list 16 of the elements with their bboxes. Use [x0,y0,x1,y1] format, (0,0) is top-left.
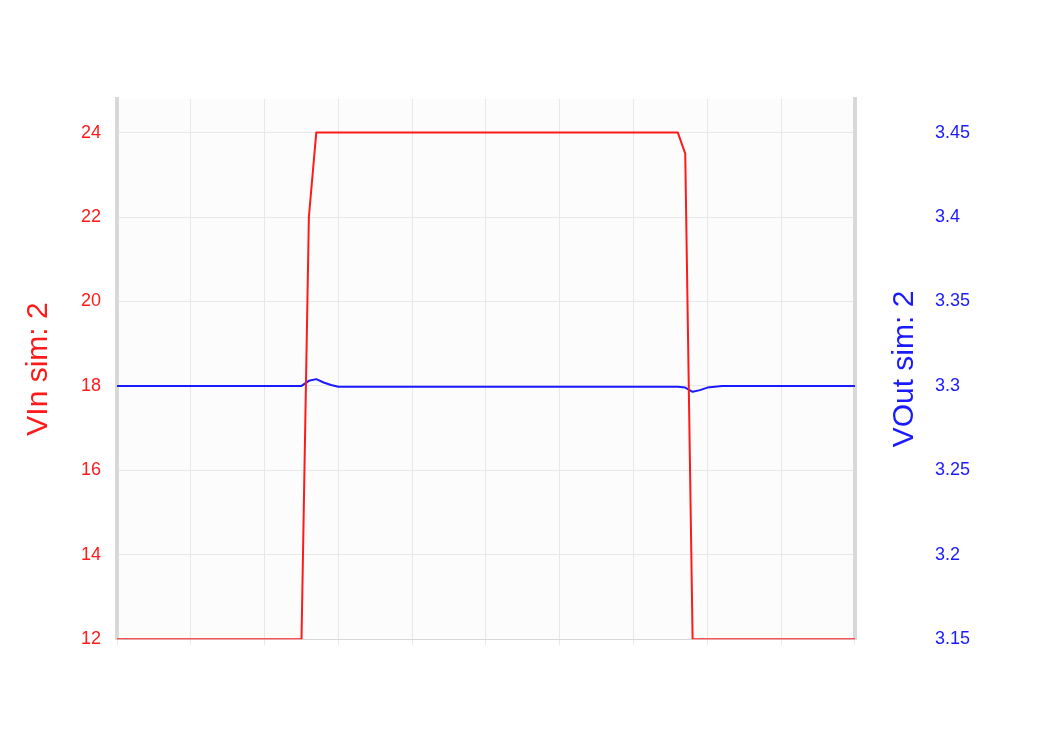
y2-tick-label: 3.35 [934,290,971,311]
y2-tick-label: 3.2 [934,543,960,564]
y-tick-label: 24 [80,121,102,142]
y-tick-label: 16 [80,459,102,480]
y2-tick-label: 3.25 [934,459,971,480]
y-tick-label: 18 [80,374,102,395]
y2-axis-title: VOut sim: 2 [886,290,920,448]
y-tick-label: 22 [80,205,102,226]
y-tick-label: 14 [80,543,102,564]
y-tick-label: 12 [80,628,102,649]
y2-tick-label: 3.45 [934,121,971,142]
y2-tick-label: 3.3 [934,374,960,395]
y2-tick-label: 3.15 [934,628,971,649]
y-axis-title: VIn sim: 2 [20,302,54,436]
y2-tick-label: 3.4 [934,205,960,226]
y-tick-label: 20 [80,290,102,311]
